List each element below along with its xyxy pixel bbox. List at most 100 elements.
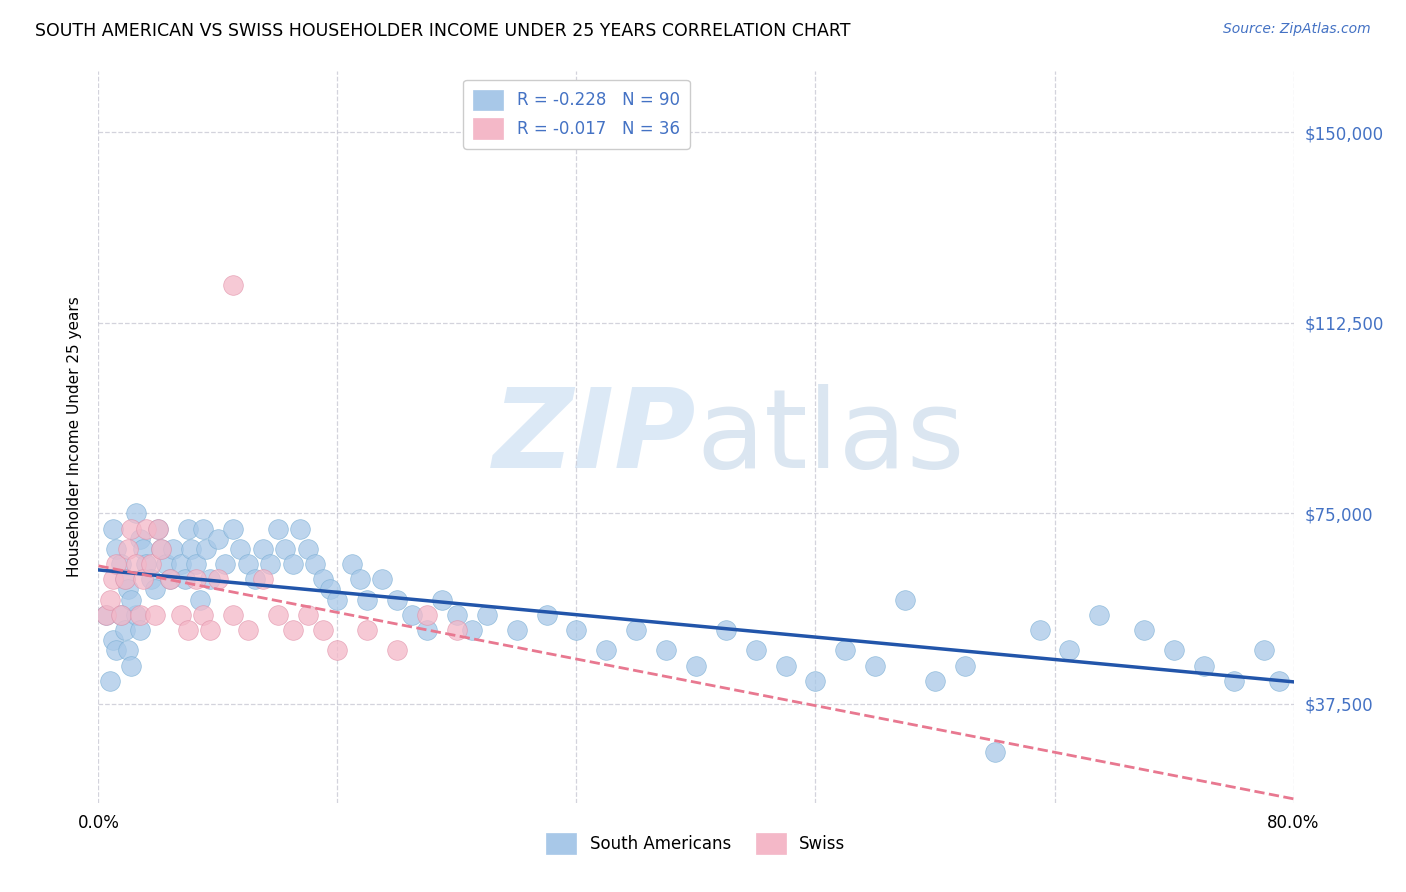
Point [506,623,529,637]
Point [894,592,917,607]
Point [281,623,304,637]
Point [655,643,678,657]
Point [150,541,173,556]
Point [385,643,409,657]
Point [129,623,152,637]
Point [114,623,136,637]
Point [274,541,297,556]
Point [120,658,142,673]
Point [1028,623,1050,637]
Point [1223,673,1246,688]
Point [326,592,349,607]
Point [143,582,166,597]
Point [132,541,155,556]
Point [924,673,946,688]
Point [236,557,259,571]
Point [416,607,439,622]
Point [222,521,245,535]
Point [105,557,128,571]
Point [114,572,136,586]
Point [135,557,157,571]
Point [120,592,142,607]
Point [984,745,1007,759]
Point [103,633,125,648]
Point [775,658,797,673]
Point [105,643,128,657]
Point [461,623,484,637]
Point [177,521,200,535]
Point [416,623,439,637]
Point [229,541,252,556]
Point [94,607,117,622]
Point [236,623,259,637]
Point [120,521,142,535]
Point [129,532,152,546]
Point [252,572,274,586]
Point [745,643,768,657]
Point [155,557,177,571]
Point [110,557,132,571]
Point [195,541,218,556]
Point [117,582,139,597]
Point [475,607,498,622]
Point [222,277,245,292]
Point [105,541,128,556]
Point [169,557,191,571]
Point [114,572,136,586]
Legend: South Americans, Swiss: South Americans, Swiss [540,827,852,860]
Point [865,658,887,673]
Point [430,592,453,607]
Point [356,592,378,607]
Point [326,643,349,657]
Point [252,541,274,556]
Point [1192,658,1215,673]
Text: ZIP: ZIP [492,384,696,491]
Point [804,673,827,688]
Text: Source: ZipAtlas.com: Source: ZipAtlas.com [1223,22,1371,37]
Point [94,607,117,622]
Point [304,557,326,571]
Point [180,541,202,556]
Point [207,572,229,586]
Point [103,521,125,535]
Point [297,541,319,556]
Point [1088,607,1111,622]
Point [125,506,148,520]
Point [311,623,333,637]
Point [714,623,737,637]
Point [148,521,170,535]
Point [349,572,371,586]
Point [953,658,976,673]
Point [267,521,290,535]
Point [169,607,191,622]
Point [1267,673,1289,688]
Point [135,521,157,535]
Point [297,607,319,622]
Point [834,643,856,657]
Point [207,532,229,546]
Point [446,623,468,637]
Point [319,582,342,597]
Point [311,572,333,586]
Point [371,572,394,586]
Text: SOUTH AMERICAN VS SWISS HOUSEHOLDER INCOME UNDER 25 YEARS CORRELATION CHART: SOUTH AMERICAN VS SWISS HOUSEHOLDER INCO… [35,22,851,40]
Point [117,541,139,556]
Point [139,557,162,571]
Point [401,607,423,622]
Point [150,541,173,556]
Point [110,607,132,622]
Point [1133,623,1156,637]
Point [184,557,207,571]
Point [110,607,132,622]
Point [98,592,122,607]
Point [98,673,122,688]
Point [103,572,125,586]
Point [143,607,166,622]
Y-axis label: Householder Income Under 25 years: Householder Income Under 25 years [67,297,83,577]
Point [1253,643,1275,657]
Point [259,557,281,571]
Point [1163,643,1185,657]
Point [626,623,648,637]
Point [565,623,588,637]
Point [267,607,290,622]
